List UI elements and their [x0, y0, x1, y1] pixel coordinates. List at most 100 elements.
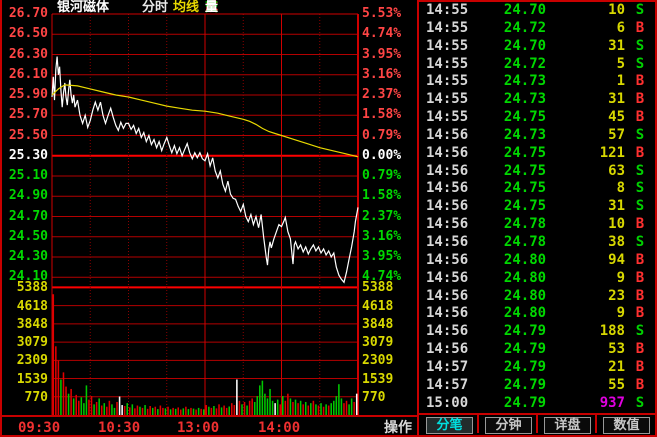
volume-bar — [157, 409, 159, 415]
tick-side-flag: B — [635, 19, 645, 36]
tick-volume: 9 — [616, 305, 625, 322]
volume-bar — [149, 406, 151, 415]
volume-bar — [103, 403, 106, 415]
tick-price: 24.72 — [503, 55, 547, 72]
tick-volume: 937 — [599, 394, 625, 411]
volume-axis-label: 3848 — [362, 316, 394, 332]
volume-bar — [154, 406, 157, 415]
operation-button[interactable]: 操作 — [384, 420, 412, 436]
tick-side-flag: B — [635, 144, 645, 161]
price-axis-label: 25.90 — [8, 87, 48, 102]
volume-bar — [62, 372, 65, 415]
time-axis-label: 09:30 — [18, 420, 61, 436]
tick-side-flag: B — [635, 358, 645, 375]
tab-detail[interactable]: 详盘 — [544, 417, 591, 434]
tick-time: 14:56 — [426, 305, 469, 322]
price-axis-label: 25.10 — [8, 168, 48, 183]
tick-time: 15:00 — [426, 394, 469, 411]
tick-price: 24.79 — [503, 358, 547, 375]
tick-price: 24.79 — [503, 341, 547, 358]
volume-bar — [276, 399, 279, 415]
tab-value[interactable]: 数值 — [603, 417, 650, 434]
tick-row: 14:55 24.73 31 B — [419, 91, 655, 109]
volume-bar — [205, 405, 208, 415]
percent-axis-label: 3.95% — [362, 46, 402, 62]
percent-axis-label: 3.95% — [362, 249, 402, 265]
price-axis-label: 24.50 — [8, 228, 48, 244]
volume-bar — [113, 407, 116, 415]
volume-bar — [55, 346, 57, 415]
tick-row: 14:55 24.72 6 B — [419, 20, 655, 38]
volume-bar — [241, 404, 243, 415]
volume-bar — [248, 400, 251, 415]
volume-bar — [200, 408, 202, 415]
tab-minute[interactable]: 分钟 — [485, 417, 532, 434]
volume-bar — [340, 398, 343, 415]
volume-bar — [355, 393, 358, 415]
tick-side-flag: B — [635, 91, 645, 108]
price-axis-label: 25.70 — [8, 107, 48, 123]
volume-bar — [292, 401, 294, 415]
volume-bar — [282, 396, 284, 415]
volume-bar — [325, 404, 327, 415]
tick-price: 24.79 — [503, 323, 547, 340]
volume-bar — [172, 407, 174, 415]
tick-side-flag: B — [635, 251, 645, 268]
volume-bar — [106, 406, 108, 415]
volume-bar — [251, 398, 253, 415]
tick-volume: 1 — [616, 73, 625, 90]
tab-separator — [536, 415, 538, 433]
volume-bar — [83, 403, 85, 415]
tick-trade-panel: 14:55 24.70 10 S 14:55 24.72 6 B 14:55 24.70 31 S 14… — [417, 0, 657, 437]
volume-bar — [348, 404, 350, 415]
tick-side-flag: S — [635, 126, 645, 143]
price-line — [51, 56, 359, 284]
tick-volume: 6 — [616, 19, 625, 36]
volume-bar — [129, 407, 131, 415]
chart-plot-area[interactable] — [52, 14, 358, 415]
volume-bar — [88, 399, 90, 415]
volume-bar — [228, 406, 230, 415]
volume-bar — [231, 403, 233, 415]
volume-axis-label: 3079 — [16, 335, 48, 351]
tick-price: 24.79 — [503, 394, 547, 411]
volume-bar — [218, 404, 220, 415]
tick-side-flag: S — [635, 394, 645, 411]
tick-trade-list[interactable]: 14:55 24.70 10 S 14:55 24.72 6 B 14:55 24.70 31 S 14… — [419, 2, 655, 413]
volume-bar — [271, 400, 274, 415]
volume-bar — [220, 407, 223, 415]
average-price-line — [51, 84, 359, 158]
volume-bar — [177, 407, 179, 415]
volume-bar — [350, 398, 353, 415]
percent-axis-label: 0.79% — [362, 168, 402, 183]
volume-bar — [98, 398, 100, 415]
volume-bar — [151, 407, 154, 415]
tab-separator — [477, 415, 479, 433]
volume-axis-label: 770 — [24, 389, 48, 405]
volume-bar — [67, 393, 70, 415]
price-axis-label: 24.90 — [8, 188, 48, 204]
tick-volume: 9 — [616, 269, 625, 286]
tick-side-flag: S — [635, 233, 645, 250]
tick-side-flag: B — [635, 73, 645, 90]
tab-tick[interactable]: 分笔 — [426, 417, 473, 434]
tick-row: 15:00 24.79 937 S — [419, 395, 655, 413]
intraday-chart — [51, 13, 359, 415]
tick-volume: 38 — [608, 233, 625, 250]
volume-bar — [236, 379, 238, 415]
volume-bar — [60, 379, 62, 415]
tick-side-flag: S — [635, 162, 645, 179]
volume-bar — [126, 403, 128, 415]
volume-bar — [223, 405, 225, 415]
price-axis-label: 24.30 — [8, 249, 48, 265]
tick-time: 14:56 — [426, 269, 469, 286]
volume-bar — [57, 360, 60, 415]
tick-price: 24.79 — [503, 376, 547, 393]
tick-time: 14:56 — [426, 323, 469, 340]
percent-axis-label: 3.16% — [362, 66, 402, 82]
tick-row: 14:55 24.75 45 B — [419, 109, 655, 127]
tick-side-flag: S — [635, 55, 645, 72]
volume-bar — [330, 403, 332, 415]
volume-bar — [253, 401, 256, 415]
